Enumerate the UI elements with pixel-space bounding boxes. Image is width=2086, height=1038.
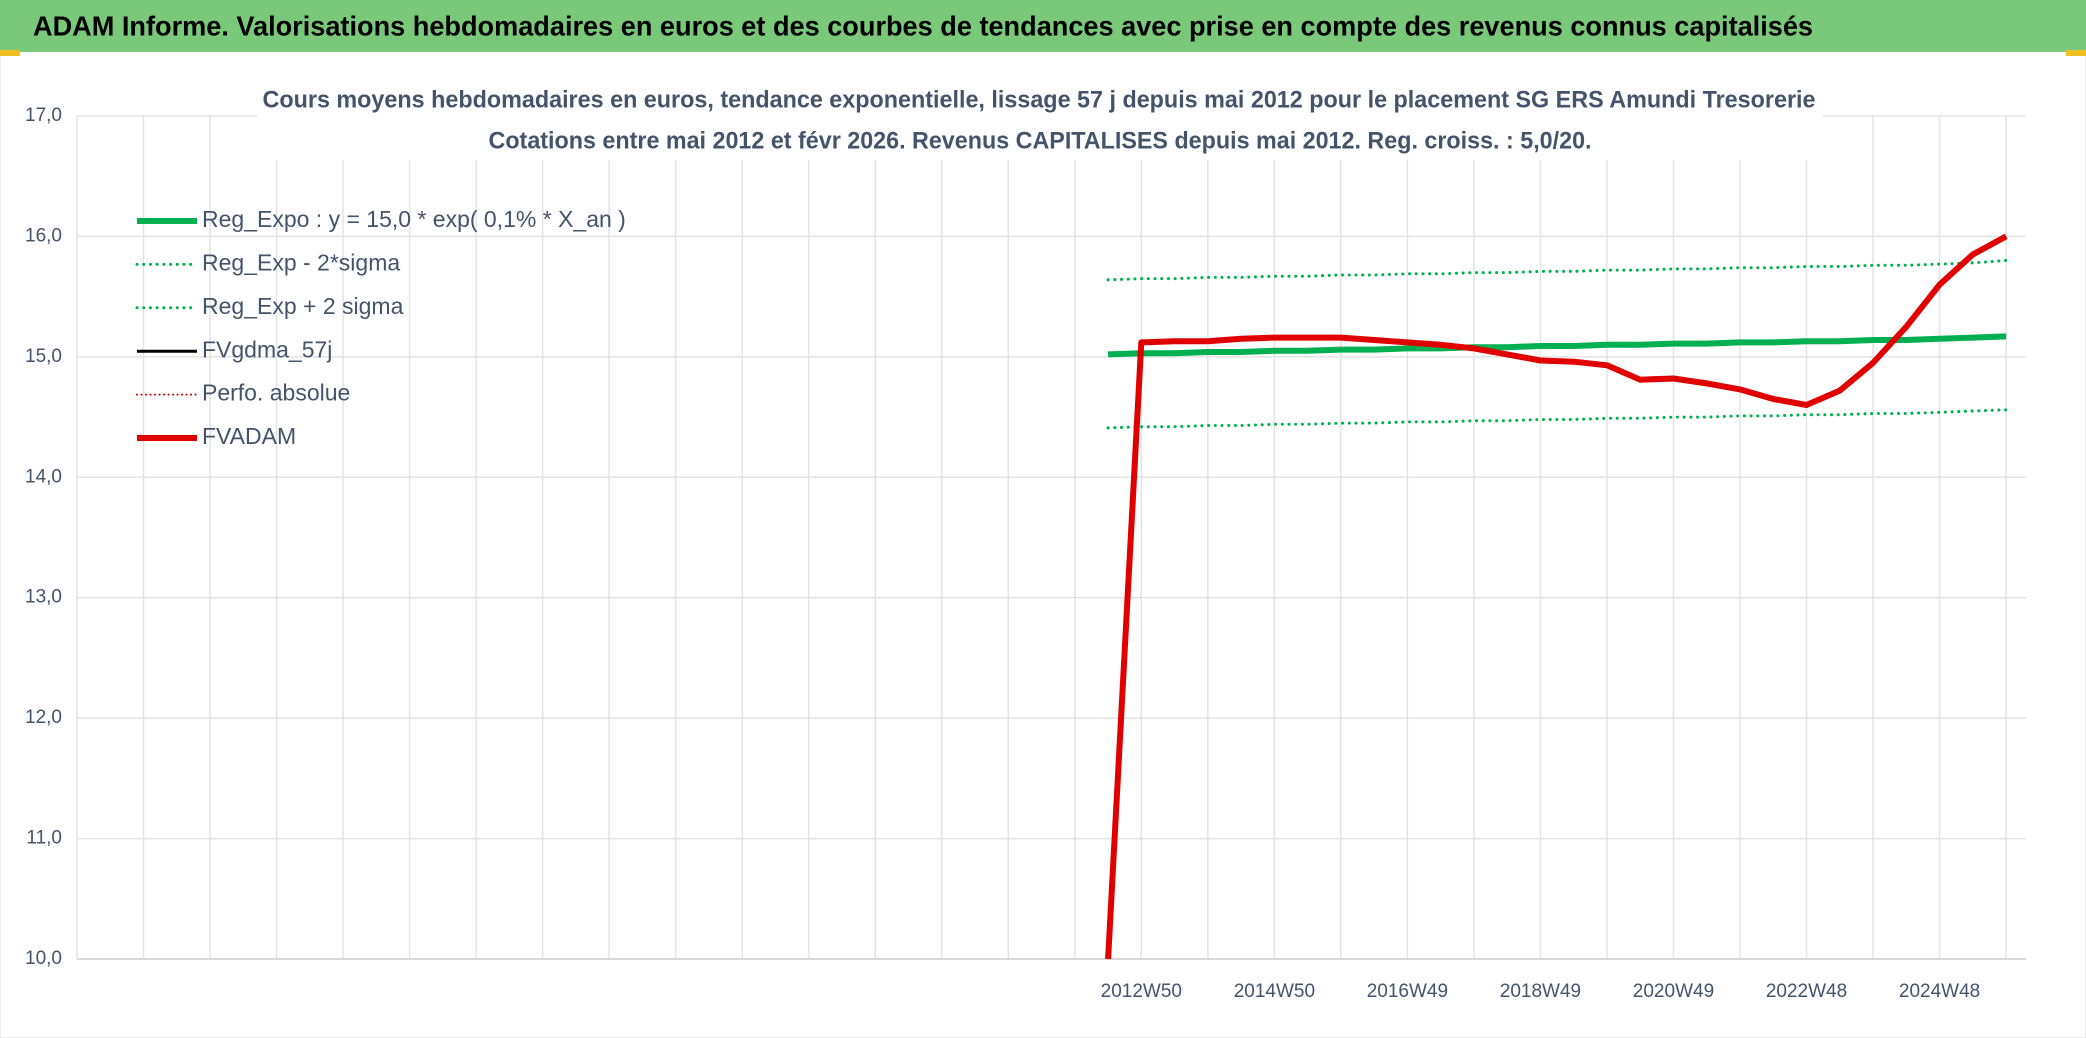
- x-tick-label: 2022W48: [1766, 981, 1847, 1002]
- header-bar: [0, 0, 2086, 52]
- x-tick-label: 2014W50: [1234, 981, 1315, 1002]
- y-tick-label: 15,0: [25, 346, 62, 367]
- chart-title: Cours moyens hebdomadaires en euros, ten…: [263, 86, 1816, 113]
- legend-label: Reg_Exp - 2*sigma: [202, 249, 400, 275]
- x-tick-label: 2016W49: [1367, 981, 1448, 1002]
- series-line: [1106, 408, 2008, 430]
- x-tick-label: 2012W50: [1101, 981, 1182, 1002]
- x-tick-label: 2020W49: [1633, 981, 1714, 1002]
- legend-label: Perfo. absolue: [202, 380, 350, 406]
- legend-label: Reg_Expo : y = 15,0 * exp( 0,1% * X_an ): [202, 206, 626, 232]
- legend-label: FVgdma_57j: [202, 336, 332, 362]
- y-tick-label: 17,0: [25, 105, 62, 126]
- series-line: [1107, 333, 2007, 358]
- header-title: ADAM Informe. Valorisations hebdomadaire…: [33, 10, 1813, 41]
- y-tick-label: 10,0: [25, 948, 62, 969]
- legend-label: FVADAM: [202, 423, 296, 449]
- corner-mark: [2066, 50, 2086, 56]
- series-line: [1106, 259, 2008, 282]
- title-background: [257, 82, 1823, 160]
- plot-area: 10,0 11,0 12,0 13,0 14,0 15,0 16,0 17,0 2012W50 2…: [25, 105, 2026, 1002]
- series-line: [1105, 233, 2008, 960]
- y-tick-label: 13,0: [25, 587, 62, 608]
- y-tick-label: 12,0: [25, 707, 62, 728]
- y-tick-label: 16,0: [25, 225, 62, 246]
- y-tick-label: 14,0: [25, 466, 62, 487]
- x-tick-label: 2018W49: [1500, 981, 1581, 1002]
- x-tick-label: 2024W48: [1899, 981, 1980, 1002]
- corner-mark: [0, 50, 20, 56]
- y-tick-label: 11,0: [26, 828, 62, 849]
- chart-subtitle: Cotations entre mai 2012 et févr 2026. R…: [489, 127, 1592, 154]
- legend-label: Reg_Exp + 2 sigma: [202, 293, 404, 319]
